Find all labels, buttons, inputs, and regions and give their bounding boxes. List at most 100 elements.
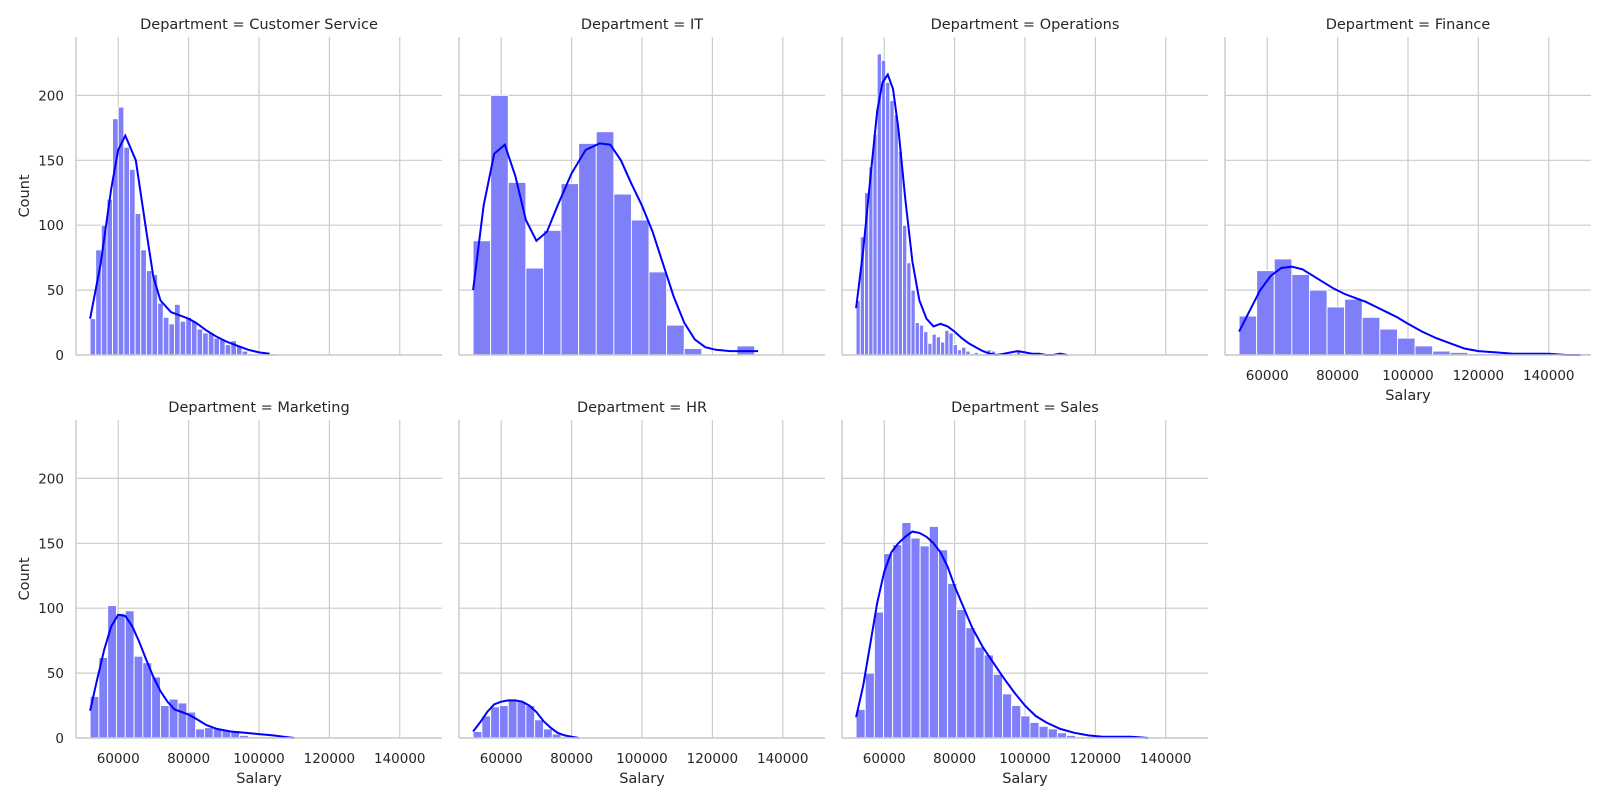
histogram-bar: [928, 525, 939, 739]
x-tick-label: 80000: [550, 751, 593, 767]
x-axis-label: Salary: [1385, 388, 1431, 404]
histogram-bar: [89, 318, 97, 356]
x-tick-label: 140000: [757, 751, 809, 767]
histogram-bar: [142, 662, 153, 739]
histogram-bar: [1020, 715, 1031, 739]
x-tick-label: 100000: [1382, 368, 1434, 384]
histogram-bar: [160, 705, 170, 739]
y-tick-label: 100: [38, 601, 64, 617]
y-tick-label: 200: [38, 471, 64, 487]
histogram-bar: [902, 224, 908, 356]
histogram-bar: [885, 81, 891, 356]
x-tick-label: 60000: [863, 751, 906, 767]
kde-line: [472, 699, 579, 739]
histogram-bar: [914, 322, 920, 356]
histogram-bar: [683, 348, 703, 356]
histogram-bar: [897, 150, 903, 356]
kde-line: [855, 530, 1149, 739]
y-tick-label: 0: [55, 731, 64, 747]
histogram-bar: [648, 271, 668, 356]
histogram-bar: [961, 346, 967, 356]
x-tick-label: 100000: [999, 751, 1051, 767]
histogram-bar: [525, 267, 544, 356]
histogram-bar: [174, 303, 181, 356]
panel-marketing: Department = Marketing 0 50 100 150 200 Count 6…: [17, 400, 442, 787]
x-tick-label: 120000: [1070, 751, 1122, 767]
x-tick-label: 100000: [233, 751, 285, 767]
histogram-bar: [177, 702, 188, 739]
y-tick-label: 100: [38, 218, 64, 234]
x-axis-label: Salary: [619, 771, 665, 787]
histogram-bar: [472, 731, 483, 739]
histogram-bar: [134, 213, 142, 356]
histogram-bar: [490, 706, 500, 739]
histogram-bar: [889, 100, 895, 356]
y-tick-label: 150: [38, 153, 64, 169]
histogram-bar: [613, 193, 632, 356]
y-tick-label: 0: [55, 348, 64, 364]
histogram-bar: [983, 654, 994, 739]
histogram-bar: [1038, 725, 1049, 739]
x-tick-label: 100000: [616, 751, 668, 767]
histogram-bar: [116, 612, 126, 739]
histogram-bar: [534, 719, 544, 739]
histogram-bar: [133, 655, 144, 739]
histogram-bar: [578, 142, 597, 356]
kde-line: [472, 142, 759, 353]
x-tick-label: 60000: [480, 751, 523, 767]
histogram-bar: [883, 553, 894, 739]
panel-title: Department = Operations: [931, 17, 1120, 33]
y-tick-label: 200: [38, 88, 64, 104]
histogram-bar: [219, 338, 226, 356]
histogram-bar: [944, 329, 950, 356]
histogram-bar: [630, 219, 650, 356]
panel-title: Department = Sales: [951, 400, 1099, 416]
histogram-bar: [151, 676, 161, 739]
y-axis-label: Count: [17, 174, 33, 217]
panel-title: Department = Marketing: [168, 400, 349, 416]
histogram-bar: [910, 289, 916, 356]
x-tick-label: 120000: [1453, 368, 1505, 384]
histogram-bar: [123, 146, 130, 356]
histogram-bar: [1344, 298, 1363, 356]
histogram-bar: [499, 705, 509, 739]
histogram-bar: [1291, 274, 1310, 356]
histogram-bar: [1379, 328, 1398, 356]
histogram-bar: [157, 302, 164, 356]
x-tick-label: 140000: [1140, 751, 1192, 767]
histogram-bar: [1326, 306, 1346, 356]
histogram-bar: [490, 94, 509, 356]
histogram-bar: [1309, 289, 1328, 356]
x-tick-label: 80000: [1316, 368, 1359, 384]
histogram-bar: [560, 183, 580, 356]
x-tick-label: 60000: [1246, 368, 1289, 384]
panel-sales: Department = Sales 60000 80000 100000 120000…: [841, 400, 1208, 787]
x-tick-label: 120000: [304, 751, 356, 767]
kde-line: [1238, 265, 1581, 356]
histogram-bar: [124, 610, 135, 739]
histogram-bar: [910, 537, 921, 739]
histogram-bar: [543, 728, 553, 739]
histogram-bar: [207, 332, 215, 356]
histogram-bar: [918, 324, 925, 356]
histogram-bar: [595, 131, 615, 356]
histogram-bar: [880, 59, 887, 356]
x-tick-label: 140000: [374, 751, 426, 767]
histogram-bar: [129, 168, 136, 356]
panel-customer-service: Department = Customer Service 0 50 100 150 20…: [17, 17, 442, 364]
kde-line: [89, 133, 270, 355]
histogram-bar: [507, 698, 518, 739]
histogram-bar: [935, 336, 941, 356]
panel-title: Department = Finance: [1326, 17, 1491, 33]
y-tick-label: 150: [38, 536, 64, 552]
histogram-bar: [937, 549, 949, 739]
x-tick-label: 120000: [687, 751, 739, 767]
histogram-bar: [872, 133, 878, 356]
histogram-bar: [179, 320, 187, 356]
histogram-bar: [224, 344, 232, 356]
panel-title: Department = IT: [581, 17, 703, 33]
histogram-bar: [965, 627, 976, 739]
histogram-bar: [1396, 337, 1416, 356]
histogram-bar: [873, 611, 884, 739]
